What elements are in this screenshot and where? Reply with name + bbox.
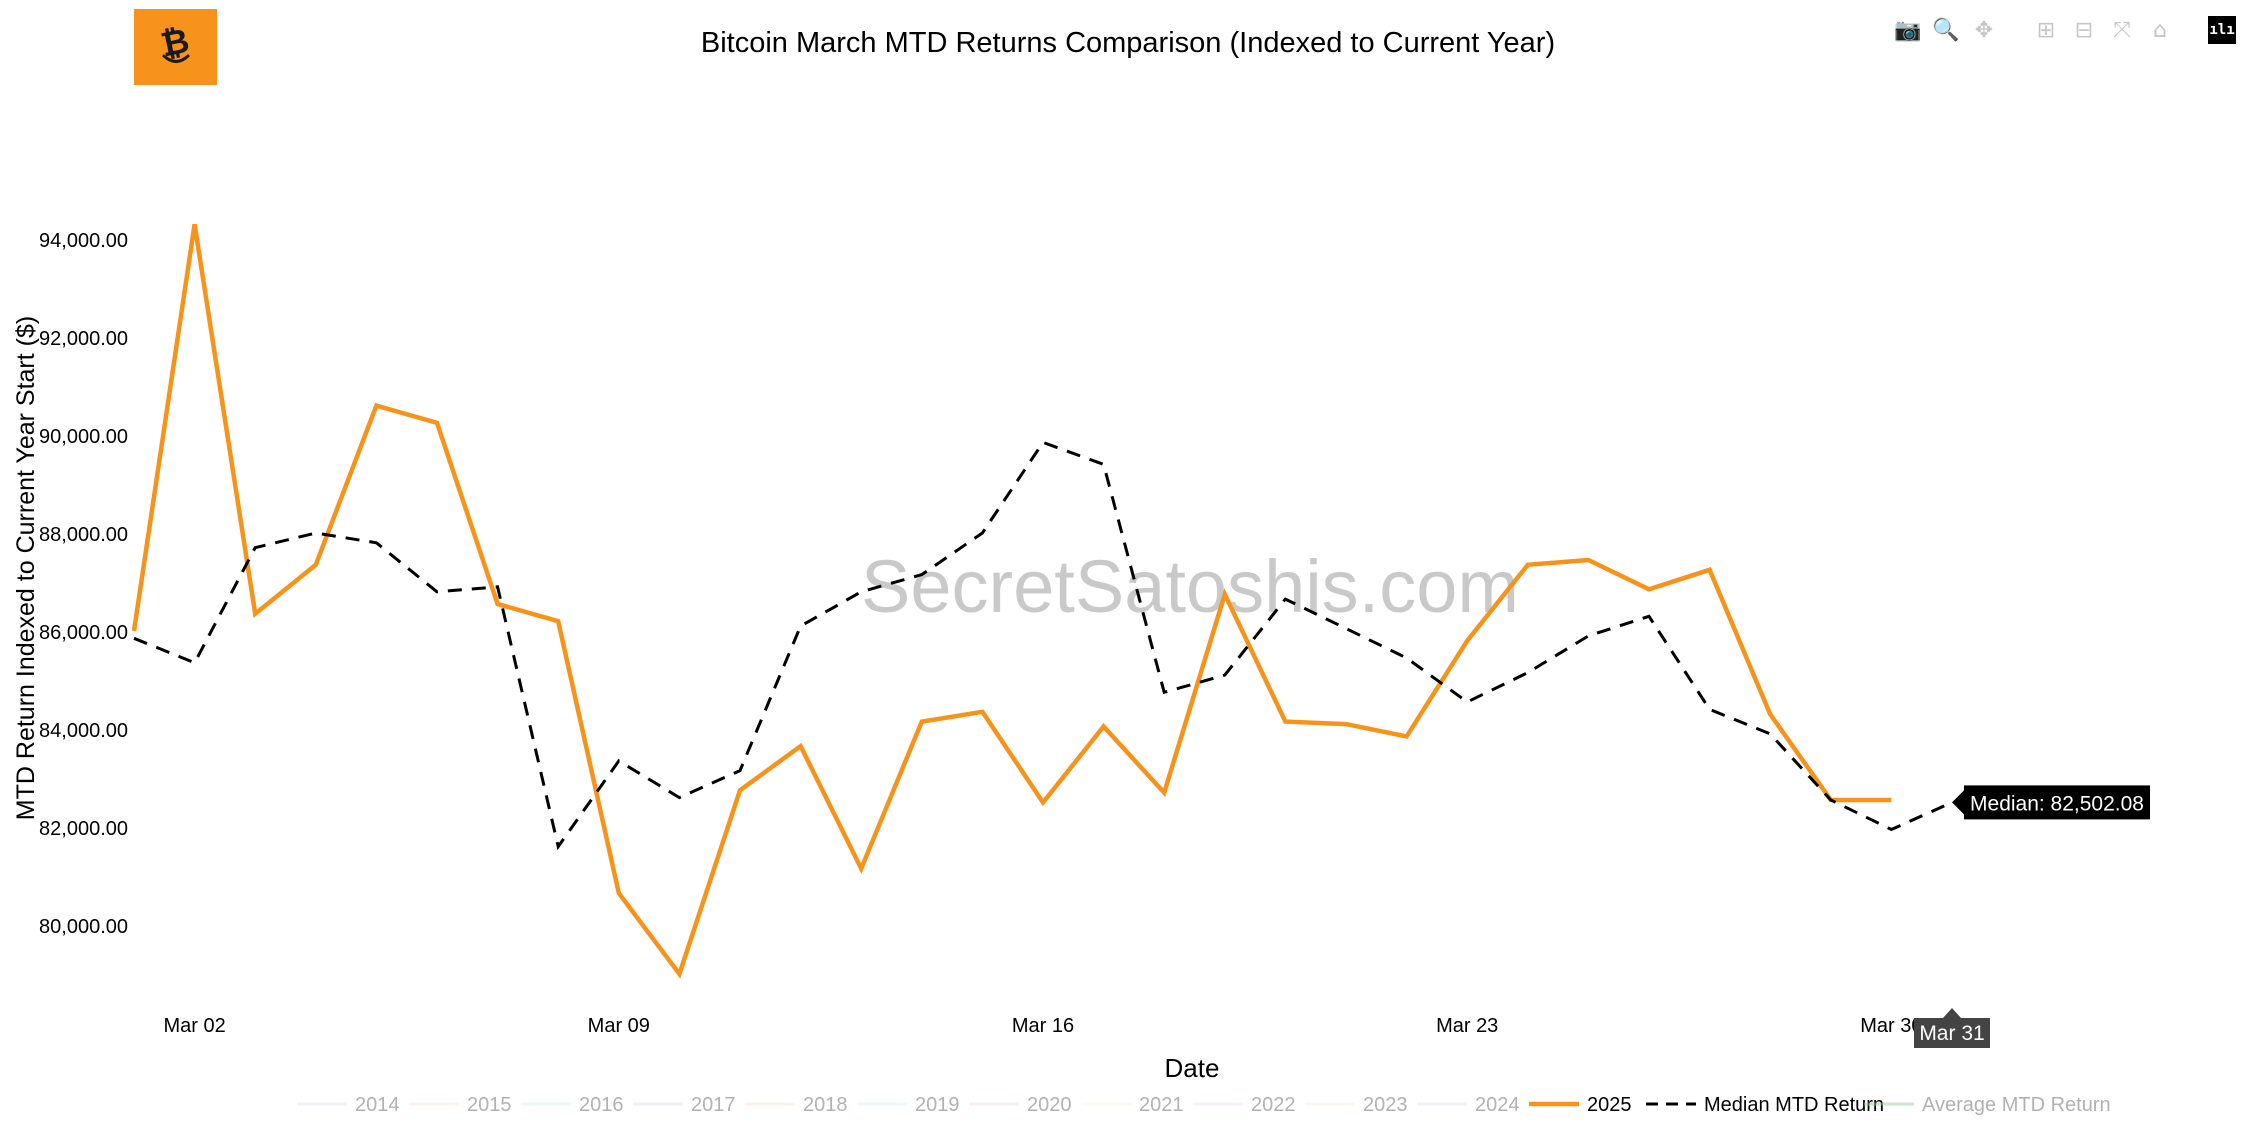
legend-label: 2014: [355, 1094, 400, 1116]
x-tick-label: Mar 16: [1012, 1015, 1074, 1037]
plus-square-icon: ⊞: [2036, 17, 2056, 43]
zoom-in-button[interactable]: ⊞: [2032, 16, 2060, 44]
legend-label: Average MTD Return: [1922, 1094, 2111, 1116]
series-line-median-mtd-return[interactable]: [133, 440, 1953, 851]
legend-label: Median MTD Return: [1704, 1094, 1884, 1116]
legend-item-2019[interactable]: 2019: [857, 1094, 960, 1116]
plotly-logo-icon[interactable]: ılı: [2208, 16, 2236, 44]
bitcoin-smile-icon: ₿: [157, 22, 192, 66]
svg-text:₿: ₿: [157, 22, 192, 66]
legend-item-2017[interactable]: 2017: [633, 1094, 736, 1116]
hover-layer: Median: 82,502.08 Mar 31: [1914, 785, 2150, 1048]
legend-label: 2016: [579, 1094, 624, 1116]
legend-item-2024[interactable]: 2024: [1417, 1094, 1520, 1116]
hover-x-label: Mar 31: [1914, 1008, 1990, 1048]
autoscale-icon: ⤧: [2113, 17, 2131, 43]
y-tick-label: 80,000.00: [39, 916, 128, 938]
legend-label: 2025: [1587, 1094, 1632, 1116]
x-tick-label: Mar 02: [163, 1015, 225, 1037]
legend-item-2015[interactable]: 2015: [409, 1094, 512, 1116]
y-tick-label: 86,000.00: [39, 622, 128, 644]
legend-item-2018[interactable]: 2018: [745, 1094, 848, 1116]
legend-label: 2023: [1363, 1094, 1408, 1116]
legend-item-2016[interactable]: 2016: [521, 1094, 624, 1116]
y-axis-title: MTD Return Indexed to Current Year Start…: [12, 316, 40, 820]
camera-icon: 📷: [1894, 17, 1922, 43]
minus-square-icon: ⊟: [2074, 17, 2094, 43]
autoscale-button[interactable]: ⤧: [2108, 16, 2136, 44]
legend-item-2014[interactable]: 2014: [297, 1094, 400, 1116]
x-tick-label: Mar 23: [1436, 1015, 1498, 1037]
legend-label: 2024: [1475, 1094, 1520, 1116]
reset-axes-button[interactable]: ⌂: [2146, 16, 2174, 44]
legend-label: 2015: [467, 1094, 512, 1116]
hover-x-text: Mar 31: [1919, 1022, 1984, 1045]
legend-label: 2017: [691, 1094, 736, 1116]
pan-arrows-icon: ✥: [1974, 17, 1994, 43]
download-png-button[interactable]: 📷: [1894, 16, 1922, 44]
legend-label: 2019: [915, 1094, 960, 1116]
legend-item-2023[interactable]: 2023: [1305, 1094, 1408, 1116]
legend-label: 2021: [1139, 1094, 1184, 1116]
series-line-2025[interactable]: [131, 223, 1892, 979]
magnifier-icon: 🔍: [1932, 17, 1960, 43]
watermark: SecretSatoshis.com: [861, 545, 1519, 628]
x-tick-label: Mar 30: [1860, 1015, 1922, 1037]
legend-label: 2018: [803, 1094, 848, 1116]
x-axis: Mar 02 Mar 09 Mar 16 Mar 23 Mar 30: [163, 1015, 1922, 1037]
y-tick-label: 92,000.00: [39, 328, 128, 350]
x-axis-title: Date: [1165, 1053, 1220, 1083]
plot-area[interactable]: [131, 223, 1953, 979]
y-tick-label: 82,000.00: [39, 818, 128, 840]
legend-item-average-mtd-return[interactable]: Average MTD Return: [1864, 1094, 2111, 1116]
legend-item-2021[interactable]: 2021: [1081, 1094, 1184, 1116]
y-tick-label: 94,000.00: [39, 230, 128, 252]
y-tick-label: 90,000.00: [39, 426, 128, 448]
x-tick-label: Mar 09: [588, 1015, 650, 1037]
bitcoin-logo: ₿: [134, 9, 217, 85]
y-tick-label: 84,000.00: [39, 720, 128, 742]
pan-button[interactable]: ✥: [1970, 16, 1998, 44]
y-axis: 80,000.00 82,000.00 84,000.00 86,000.00 88,0…: [39, 230, 128, 938]
zoom-out-button[interactable]: ⊟: [2070, 16, 2098, 44]
legend-item-2022[interactable]: 2022: [1193, 1094, 1296, 1116]
hover-value-text: Median: 82,502.08: [1970, 792, 2144, 815]
legend-item-median-mtd-return[interactable]: Median MTD Return: [1646, 1094, 1884, 1116]
chart-title: Bitcoin March MTD Returns Comparison (In…: [701, 27, 1555, 59]
home-icon: ⌂: [2153, 17, 2167, 43]
modebar: 📷 🔍 ✥ ⊞ ⊟ ⤧ ⌂ ılı: [1894, 16, 2236, 44]
hover-value-label: Median: 82,502.08: [1952, 785, 2150, 820]
legend-label: 2020: [1027, 1094, 1072, 1116]
y-tick-label: 88,000.00: [39, 524, 128, 546]
zoom-button[interactable]: 🔍: [1932, 16, 1960, 44]
legend-item-2020[interactable]: 2020: [969, 1094, 1072, 1116]
legend-item-2025[interactable]: 2025: [1529, 1094, 1632, 1116]
legend[interactable]: 2014 2015 2016 2017 2018 2019 2020 2021 2022 2023…: [297, 1094, 2111, 1116]
legend-label: 2022: [1251, 1094, 1296, 1116]
